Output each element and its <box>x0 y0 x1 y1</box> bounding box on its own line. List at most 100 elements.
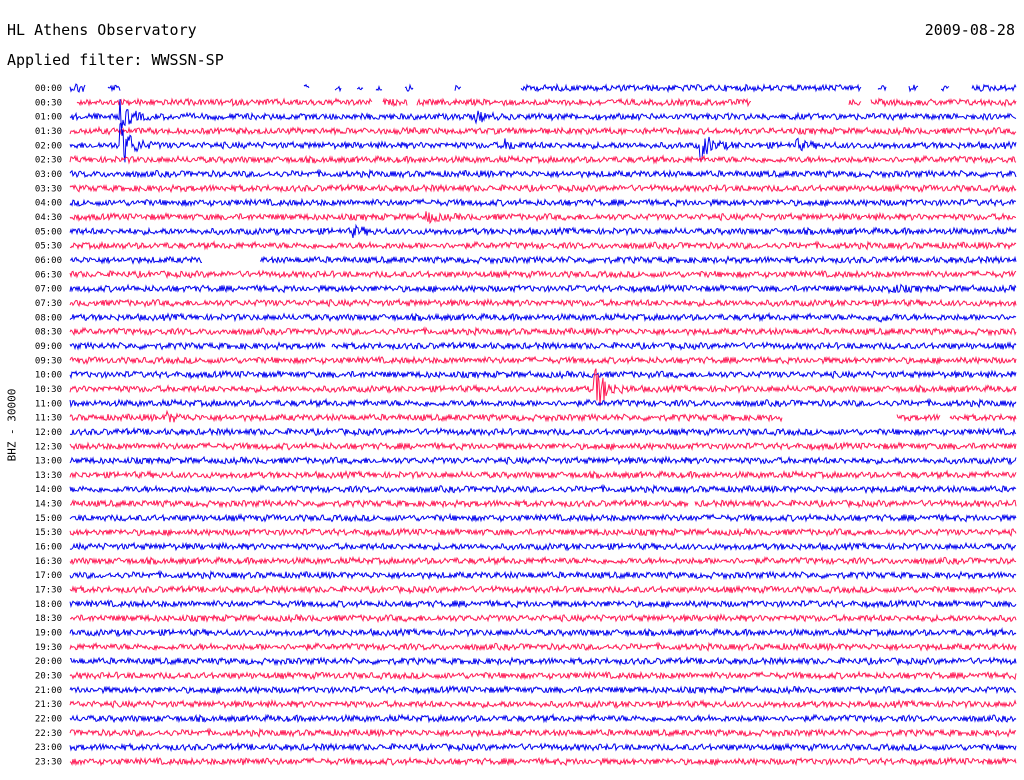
row-time-label: 12:00 <box>35 428 62 438</box>
filter-label: Applied filter: WWSSN-SP <box>7 51 224 69</box>
date-label: 2009-08-28 <box>924 21 1015 39</box>
trace-row-2300 <box>69 742 1017 753</box>
row-time-label: 09:30 <box>35 356 62 366</box>
trace-row-0030 <box>76 97 1017 108</box>
row-time-label: 21:00 <box>35 686 62 696</box>
trace-row-1730 <box>69 584 1017 595</box>
row-time-label: 01:00 <box>35 113 62 123</box>
trace-row-0230 <box>69 154 1017 165</box>
station-title: HL Athens Observatory <box>7 21 197 39</box>
trace-row-1830 <box>69 613 1017 624</box>
trace-row-0100 <box>69 99 1017 128</box>
trace-row-0900 <box>69 340 1017 351</box>
trace-row-0930 <box>69 355 1017 366</box>
trace-row-1330 <box>69 469 1017 480</box>
row-time-label: 03:30 <box>35 184 62 194</box>
row-time-label: 23:30 <box>35 758 62 768</box>
row-time-label: 19:30 <box>35 643 62 653</box>
trace-row-1500 <box>69 512 1017 523</box>
row-time-label: 16:00 <box>35 543 62 553</box>
row-time-label: 13:30 <box>35 471 62 481</box>
row-time-label: 10:00 <box>35 371 62 381</box>
row-time-label: 05:30 <box>35 242 62 252</box>
trace-row-2200 <box>69 713 1017 724</box>
trace-row-0730 <box>69 297 1017 308</box>
trace-row-1200 <box>69 426 1017 437</box>
row-time-label: 06:30 <box>35 270 62 280</box>
trace-group <box>69 82 1017 767</box>
trace-row-1700 <box>69 569 1017 581</box>
row-time-label: 08:00 <box>35 313 62 323</box>
trace-row-1030 <box>69 368 1017 406</box>
row-time-label: 00:00 <box>35 84 62 94</box>
trace-row-1630 <box>69 555 1017 566</box>
row-time-label: 09:00 <box>35 342 62 352</box>
row-time-label: 11:00 <box>35 399 62 409</box>
row-time-label: 18:30 <box>35 614 62 624</box>
row-time-label: 01:30 <box>35 127 62 137</box>
row-time-label: 16:30 <box>35 557 62 567</box>
trace-row-2000 <box>69 656 1017 667</box>
row-time-label: 08:30 <box>35 328 62 338</box>
row-time-label: 07:30 <box>35 299 62 309</box>
trace-row-0830 <box>69 326 1017 337</box>
row-time-label: 22:00 <box>35 715 62 725</box>
trace-row-1300 <box>69 455 1017 466</box>
row-time-label: 04:30 <box>35 213 62 223</box>
trace-row-0430 <box>69 211 1016 225</box>
row-tick-labels: 00:00 00:30 01:00 01:30 02:00 02:30 03:00 03:30… <box>35 84 62 768</box>
row-time-label: 07:00 <box>35 285 62 295</box>
row-time-label: 19:00 <box>35 629 62 639</box>
trace-row-0600 <box>69 254 1017 265</box>
trace-row-1130 <box>69 409 1017 423</box>
row-time-label: 22:30 <box>35 729 62 739</box>
trace-row-0300 <box>69 168 1017 179</box>
row-time-label: 00:30 <box>35 98 62 108</box>
trace-row-1600 <box>69 541 1017 552</box>
trace-row-0630 <box>69 269 1017 280</box>
trace-row-0800 <box>69 311 1017 323</box>
row-time-label: 05:00 <box>35 227 62 237</box>
trace-row-1230 <box>69 441 1017 452</box>
trace-row-2330 <box>69 756 1017 767</box>
trace-row-2130 <box>69 698 1017 710</box>
row-time-label: 15:30 <box>35 528 62 538</box>
trace-row-2100 <box>69 684 1017 695</box>
trace-row-1930 <box>69 641 1017 652</box>
row-time-label: 23:00 <box>35 743 62 753</box>
trace-row-1000 <box>69 369 1017 380</box>
row-time-label: 03:00 <box>35 170 62 180</box>
trace-row-1430 <box>70 498 1017 509</box>
trace-row-0330 <box>69 183 1017 194</box>
row-time-label: 15:00 <box>35 514 62 524</box>
trace-row-0000 <box>69 82 1017 94</box>
trace-row-2030 <box>69 670 1017 681</box>
trace-row-1800 <box>69 598 1017 609</box>
row-time-label: 20:00 <box>35 657 62 667</box>
row-time-label: 02:30 <box>35 156 62 166</box>
trace-row-2230 <box>69 727 1017 738</box>
trace-row-0700 <box>69 283 1017 295</box>
row-time-label: 13:00 <box>35 457 62 467</box>
row-time-label: 17:00 <box>35 571 62 581</box>
trace-row-0200 <box>69 121 1017 163</box>
row-time-label: 18:00 <box>35 600 62 610</box>
row-time-label: 04:00 <box>35 199 62 209</box>
row-time-label: 06:00 <box>35 256 62 266</box>
trace-row-0400 <box>69 197 1017 208</box>
trace-row-0530 <box>69 240 1017 251</box>
row-time-label: 14:00 <box>35 485 62 495</box>
trace-row-0500 <box>69 223 1017 239</box>
row-time-label: 12:30 <box>35 442 62 452</box>
trace-row-1900 <box>69 627 1017 638</box>
trace-row-1100 <box>69 397 1017 409</box>
row-time-label: 17:30 <box>35 586 62 596</box>
row-time-label: 11:30 <box>35 414 62 424</box>
row-time-label: 14:30 <box>35 500 62 510</box>
trace-row-1400 <box>69 483 1017 495</box>
trace-row-1530 <box>69 527 1017 538</box>
trace-row-0130 <box>69 125 1017 136</box>
row-time-label: 20:30 <box>35 672 62 682</box>
row-time-label: 02:00 <box>35 141 62 151</box>
